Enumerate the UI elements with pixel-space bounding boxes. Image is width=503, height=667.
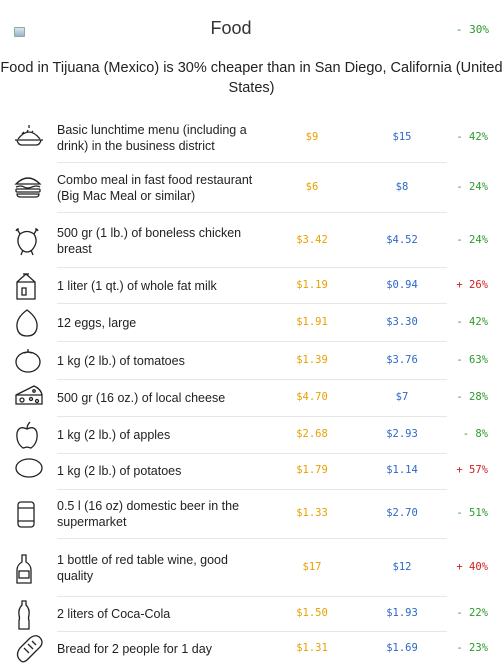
row-divider xyxy=(57,631,447,632)
price-row: 1 kg (2 lb.) of potatoes $1.79 $1.14 + 57% xyxy=(0,453,503,489)
item-label: 500 gr (1 lb.) of boneless chicken breas… xyxy=(57,226,242,256)
beer-can-icon xyxy=(14,499,44,529)
row-divider xyxy=(57,341,447,342)
city2-price: $1.14 xyxy=(386,464,418,476)
row-divider xyxy=(57,538,447,539)
price-diff: - 23% xyxy=(456,642,488,654)
apple-icon xyxy=(14,420,44,450)
row-divider xyxy=(57,379,447,380)
price-row: Bread for 2 people for 1 day $1.31 $1.69 - … xyxy=(0,632,503,666)
city2-price: $7 xyxy=(395,391,409,403)
wine-bottle-icon xyxy=(14,553,44,585)
item-label: Combo meal in fast food restaurant (Big … xyxy=(57,173,253,203)
item-label: 500 gr (16 oz.) of local cheese xyxy=(57,391,226,405)
price-row: 1 bottle of red table wine, good quality… xyxy=(0,540,503,596)
price-row: 2 liters of Coca-Cola $1.50 $1.93 - 22% xyxy=(0,597,503,631)
city2-price: $0.94 xyxy=(386,279,418,291)
price-diff: - 24% xyxy=(456,234,488,246)
item-label: Bread for 2 people for 1 day xyxy=(57,642,212,656)
city1-price: $1.91 xyxy=(296,316,328,328)
price-row: 12 eggs, large $1.91 $3.30 - 42% xyxy=(0,305,503,341)
row-divider xyxy=(57,416,447,417)
row-divider xyxy=(57,489,447,490)
row-divider xyxy=(57,212,447,213)
price-row: 500 gr (16 oz.) of local cheese $4.70 $7 - … xyxy=(0,380,503,416)
price-row: 1 liter (1 qt.) of whole fat milk $1.19 $0… xyxy=(0,269,503,303)
soda-bottle-icon xyxy=(14,599,44,631)
price-row: 0.5 l (16 oz) domestic beer in the super… xyxy=(0,490,503,538)
price-row: Combo meal in fast food restaurant (Big … xyxy=(0,164,503,212)
item-label: 1 kg (2 lb.) of tomatoes xyxy=(57,354,185,368)
section-title: Food xyxy=(210,18,252,38)
city1-price: $3.42 xyxy=(296,234,328,246)
egg-icon xyxy=(14,308,44,338)
item-label: 1 kg (2 lb.) of apples xyxy=(57,428,171,442)
price-row: Basic lunchtime menu (including a drink)… xyxy=(0,114,503,162)
price-diff: + 26% xyxy=(456,279,488,291)
city1-price: $1.31 xyxy=(296,642,328,654)
city1-price: $2.68 xyxy=(296,428,328,440)
price-diff: - 51% xyxy=(456,507,488,519)
item-label: Basic lunchtime menu (including a drink)… xyxy=(57,123,247,153)
milk-carton-icon xyxy=(14,271,44,301)
row-divider xyxy=(57,303,447,304)
city2-price: $2.70 xyxy=(386,507,418,519)
item-label: 1 kg (2 lb.) of potatoes xyxy=(57,464,182,478)
price-diff: - 22% xyxy=(456,607,488,619)
chicken-icon xyxy=(14,226,44,256)
city2-price: $15 xyxy=(392,131,412,143)
price-row: 500 gr (1 lb.) of boneless chicken breas… xyxy=(0,215,503,267)
row-divider xyxy=(57,162,447,163)
city2-price: $8 xyxy=(395,181,409,193)
cheese-icon xyxy=(14,383,44,407)
city1-price: $1.50 xyxy=(296,607,328,619)
price-row: 1 kg (2 lb.) of tomatoes $1.39 $3.76 - 63% xyxy=(0,343,503,379)
city1-price: $1.19 xyxy=(296,279,328,291)
city1-price: $1.33 xyxy=(296,507,328,519)
city2-price: $4.52 xyxy=(386,234,418,246)
city2-price: $2.93 xyxy=(386,428,418,440)
price-diff: - 24% xyxy=(456,181,488,193)
tomato-icon xyxy=(14,346,44,374)
lunch-tray-icon xyxy=(14,123,44,149)
price-diff: - 8% xyxy=(462,428,488,440)
city1-price: $4.70 xyxy=(296,391,328,403)
city1-price: $17 xyxy=(302,561,322,573)
city1-price: $6 xyxy=(305,181,319,193)
potato-icon xyxy=(14,456,44,480)
burger-icon xyxy=(14,173,44,199)
city2-price: $3.76 xyxy=(386,354,418,366)
price-row: 1 kg (2 lb.) of apples $2.68 $2.93 - 8% xyxy=(0,417,503,453)
bread-icon xyxy=(14,634,44,664)
city1-price: $9 xyxy=(305,131,319,143)
item-label: 1 bottle of red table wine, good quality xyxy=(57,553,228,583)
city1-price: $1.79 xyxy=(296,464,328,476)
city2-price: $1.93 xyxy=(386,607,418,619)
row-divider xyxy=(57,596,447,597)
city1-price: $1.39 xyxy=(296,354,328,366)
item-label: 12 eggs, large xyxy=(57,316,137,330)
price-diff: + 57% xyxy=(456,464,488,476)
collapse-icon[interactable] xyxy=(14,27,25,37)
row-divider xyxy=(57,453,447,454)
item-label: 1 liter (1 qt.) of whole fat milk xyxy=(57,279,217,293)
comparison-summary: Food in Tijuana (Mexico) is 30% cheaper … xyxy=(0,60,503,96)
section-header: Food - 30% xyxy=(0,0,503,58)
price-diff: + 40% xyxy=(456,561,488,573)
item-label: 0.5 l (16 oz) domestic beer in the super… xyxy=(57,499,240,529)
city2-price: $3.30 xyxy=(386,316,418,328)
price-diff: - 42% xyxy=(456,131,488,143)
price-diff: - 28% xyxy=(456,391,488,403)
row-divider xyxy=(57,267,447,268)
item-label: 2 liters of Coca-Cola xyxy=(57,607,171,621)
city2-price: $1.69 xyxy=(386,642,418,654)
section-diff: - 30% xyxy=(455,23,489,36)
city2-price: $12 xyxy=(392,561,412,573)
price-diff: - 42% xyxy=(456,316,488,328)
price-diff: - 63% xyxy=(456,354,488,366)
